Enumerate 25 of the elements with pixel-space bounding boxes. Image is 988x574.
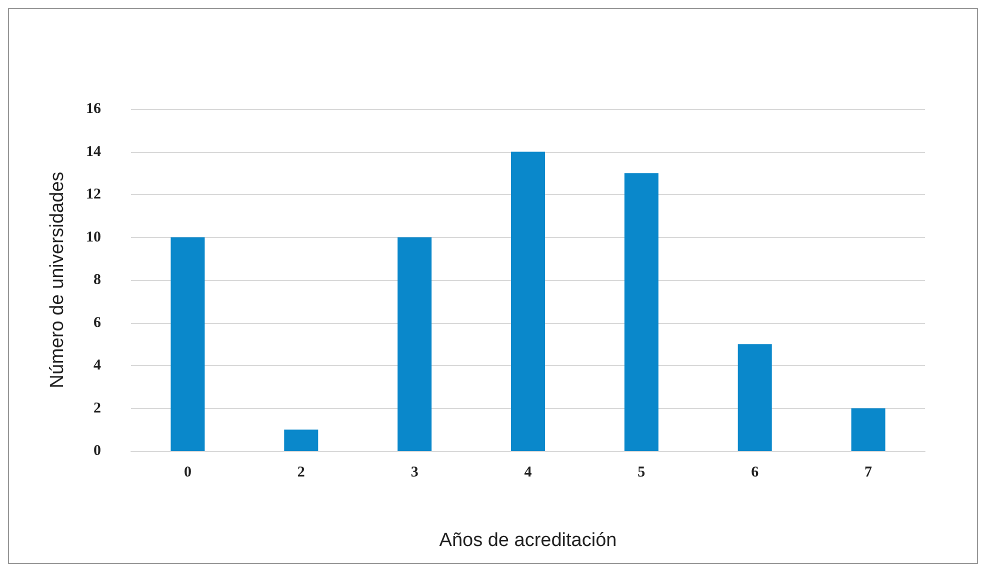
x-tick-label: 5 [638, 464, 646, 480]
bar [624, 173, 658, 451]
y-tick-label: 4 [94, 358, 102, 374]
y-tick-label: 2 [94, 400, 101, 416]
bar [170, 237, 205, 451]
x-tick-label: 7 [864, 464, 873, 480]
bar [851, 408, 886, 451]
bar [284, 430, 318, 451]
y-tick-label: 8 [94, 272, 101, 288]
y-tick-label: 12 [86, 186, 101, 202]
x-tick-label: 2 [297, 464, 305, 480]
bar [738, 344, 772, 451]
y-tick-label: 14 [86, 144, 102, 160]
x-tick-label: 4 [524, 464, 532, 480]
y-tick-label: 0 [94, 443, 101, 459]
y-tick-label: 6 [94, 314, 102, 331]
bar [398, 237, 432, 451]
y-tick-label: 16 [86, 101, 102, 117]
bar [511, 152, 545, 451]
y-axis-title: Número de universidades [47, 172, 68, 388]
x-tick-label: 6 [751, 464, 760, 480]
x-tick-label: 0 [184, 464, 192, 480]
x-tick-label: 3 [410, 464, 418, 480]
x-axis-title: Años de acreditación [439, 530, 617, 551]
y-tick-label: 10 [86, 229, 101, 246]
